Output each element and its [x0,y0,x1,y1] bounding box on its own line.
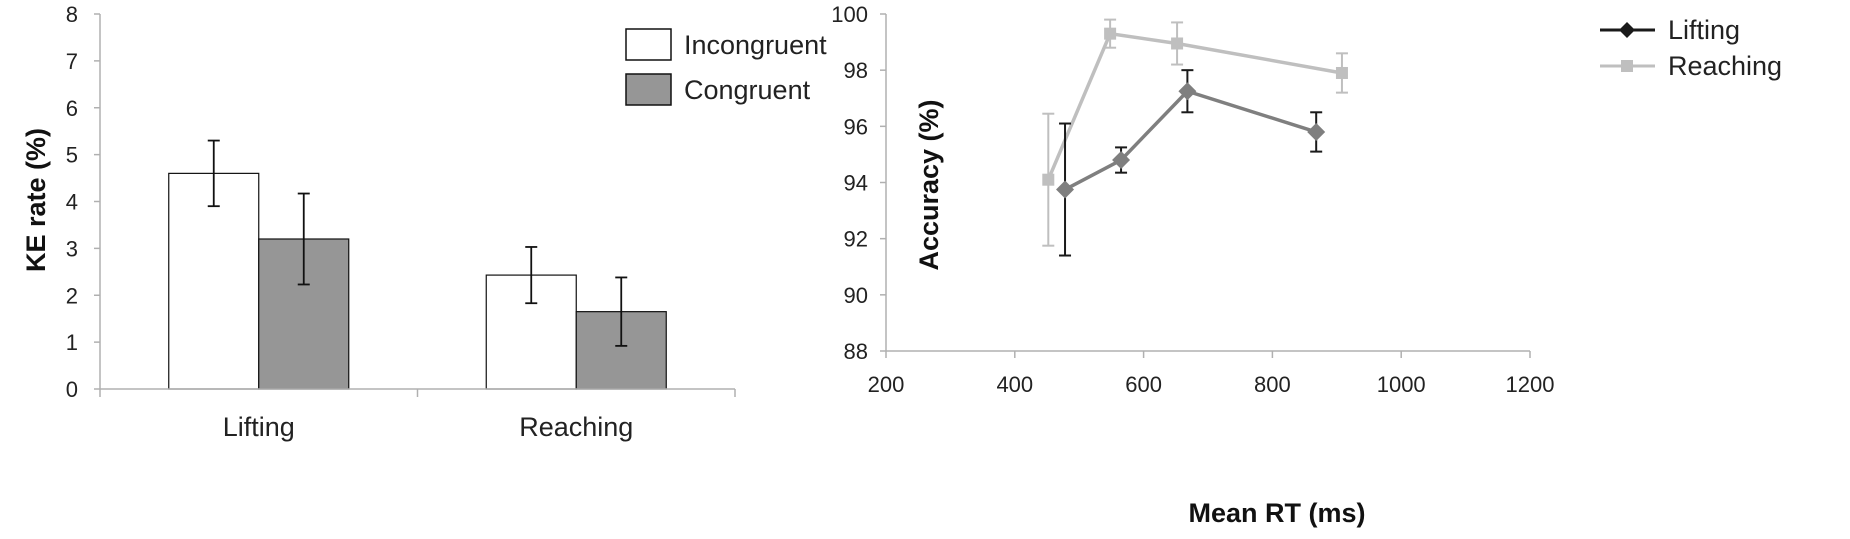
bar-series [168,139,667,390]
line-axes [885,14,1530,352]
bar-y-tick-label: 3 [66,236,78,261]
line-x-tick-label: 600 [1125,372,1162,397]
line-x-axis-title: Mean RT (ms) [1188,498,1365,528]
line-x-tick-label: 1200 [1506,372,1555,397]
line-series [1042,18,1348,257]
bar-legend: Incongruent Congruent [625,28,827,106]
line-y-tick-label: 98 [844,58,868,83]
legend-marker-reaching [1621,60,1633,72]
bar-y-tick-label: 1 [66,330,78,355]
line-x-tick-label: 200 [868,372,905,397]
line-y-tick-label: 88 [844,339,868,364]
line-y-tick-label: 100 [831,2,868,27]
bar-y-tick-label: 5 [66,143,78,168]
point-lifting [1178,82,1197,101]
line-x-tick-label: 1000 [1377,372,1426,397]
line-x-ticks: 200 400 600 800 1000 1200 [868,351,1555,397]
bar-y-axis-title: KE rate (%) [21,128,51,272]
line-y-axis-title: Accuracy (%) [914,99,944,270]
series-lifting [1056,69,1326,257]
bar-category-label-lifting: Lifting [223,412,295,442]
line-y-tick-label: 94 [844,171,868,196]
line-chart: Accuracy (%) Mean RT (ms) 88 90 92 94 96 98 10… [831,2,1782,528]
point-lifting [1056,180,1075,199]
point-reaching [1042,173,1055,186]
series-reaching [1042,18,1348,247]
line-x-tick-label: 400 [996,372,1033,397]
line-y-tick-label: 90 [844,283,868,308]
line-y-tick-label: 96 [844,114,868,139]
bar-y-tick-label: 4 [66,190,78,215]
bar-chart: KE rate (%) 0 1 2 3 4 5 6 7 8 Lifting Reaching In… [21,2,827,442]
bar-y-tick-label: 7 [66,49,78,74]
legend-label-lifting: Lifting [1668,15,1740,45]
point-lifting [1307,122,1326,141]
legend-swatch-incongruent [625,28,672,61]
bar-y-tick-label: 8 [66,2,78,27]
line-y-ticks: 88 90 92 94 96 98 100 [831,2,886,364]
bar-y-tick-label: 6 [66,96,78,121]
bar-y-tick-label: 2 [66,283,78,308]
bar-category-labels: Lifting Reaching [223,412,634,442]
legend-label-congruent: Congruent [684,75,811,105]
point-reaching [1104,27,1117,40]
legend-marker-lifting [1619,22,1635,38]
point-reaching [1335,66,1348,79]
legend-label-reaching: Reaching [1668,51,1782,81]
bar-y-tick-label: 0 [66,377,78,402]
line-x-tick-label: 800 [1254,372,1291,397]
line-y-tick-label: 92 [844,227,868,252]
line-legend: Lifting Reaching [1600,15,1782,81]
legend-label-incongruent: Incongruent [684,30,827,60]
line-lifting [1064,89,1317,192]
bar-y-ticks: 0 1 2 3 4 5 6 7 8 [66,2,100,402]
point-lifting [1112,151,1131,170]
legend-swatch-congruent [625,73,672,106]
line-reaching [1046,31,1343,181]
point-reaching [1171,37,1184,50]
bar-category-label-reaching: Reaching [519,412,633,442]
bar-axes [99,14,736,397]
